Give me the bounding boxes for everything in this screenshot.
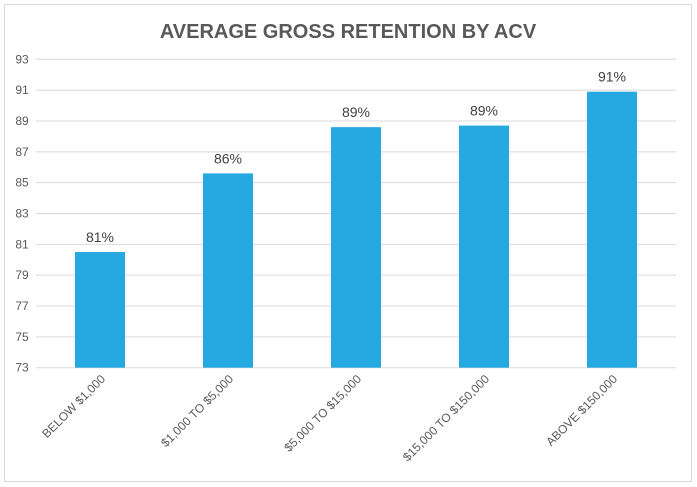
x-category-label: $15,000 TO $150,000 <box>400 372 492 464</box>
x-category-label: ABOVE $150,000 <box>543 372 620 449</box>
bar <box>331 127 381 368</box>
y-tick-label: 81 <box>15 237 29 251</box>
chart-frame <box>4 4 692 482</box>
bar <box>587 91 637 368</box>
y-tick-label: 87 <box>15 145 29 159</box>
y-tick-label: 75 <box>15 330 29 344</box>
bar <box>203 173 253 368</box>
bar <box>459 125 509 368</box>
y-tick-label: 79 <box>15 268 29 282</box>
y-tick-label: 85 <box>15 176 29 190</box>
chart-title: AVERAGE GROSS RETENTION BY ACV <box>160 21 537 43</box>
data-label: 89% <box>342 104 370 120</box>
data-label: 89% <box>470 103 498 119</box>
data-label: 91% <box>598 69 626 85</box>
y-tick-label: 89 <box>15 114 29 128</box>
y-tick-label: 91 <box>15 83 29 97</box>
y-tick-label: 83 <box>15 207 29 221</box>
y-tick-label: 93 <box>15 52 29 66</box>
bar <box>75 252 125 368</box>
x-category-label: BELOW $1,000 <box>39 372 108 441</box>
y-tick-label: 73 <box>15 361 29 375</box>
x-category-label: $5,000 TO $15,000 <box>281 372 364 455</box>
y-tick-label: 77 <box>15 299 29 313</box>
data-label: 86% <box>214 150 242 166</box>
x-category-label: $1,000 TO $5,000 <box>158 372 236 450</box>
data-label: 81% <box>86 229 114 245</box>
